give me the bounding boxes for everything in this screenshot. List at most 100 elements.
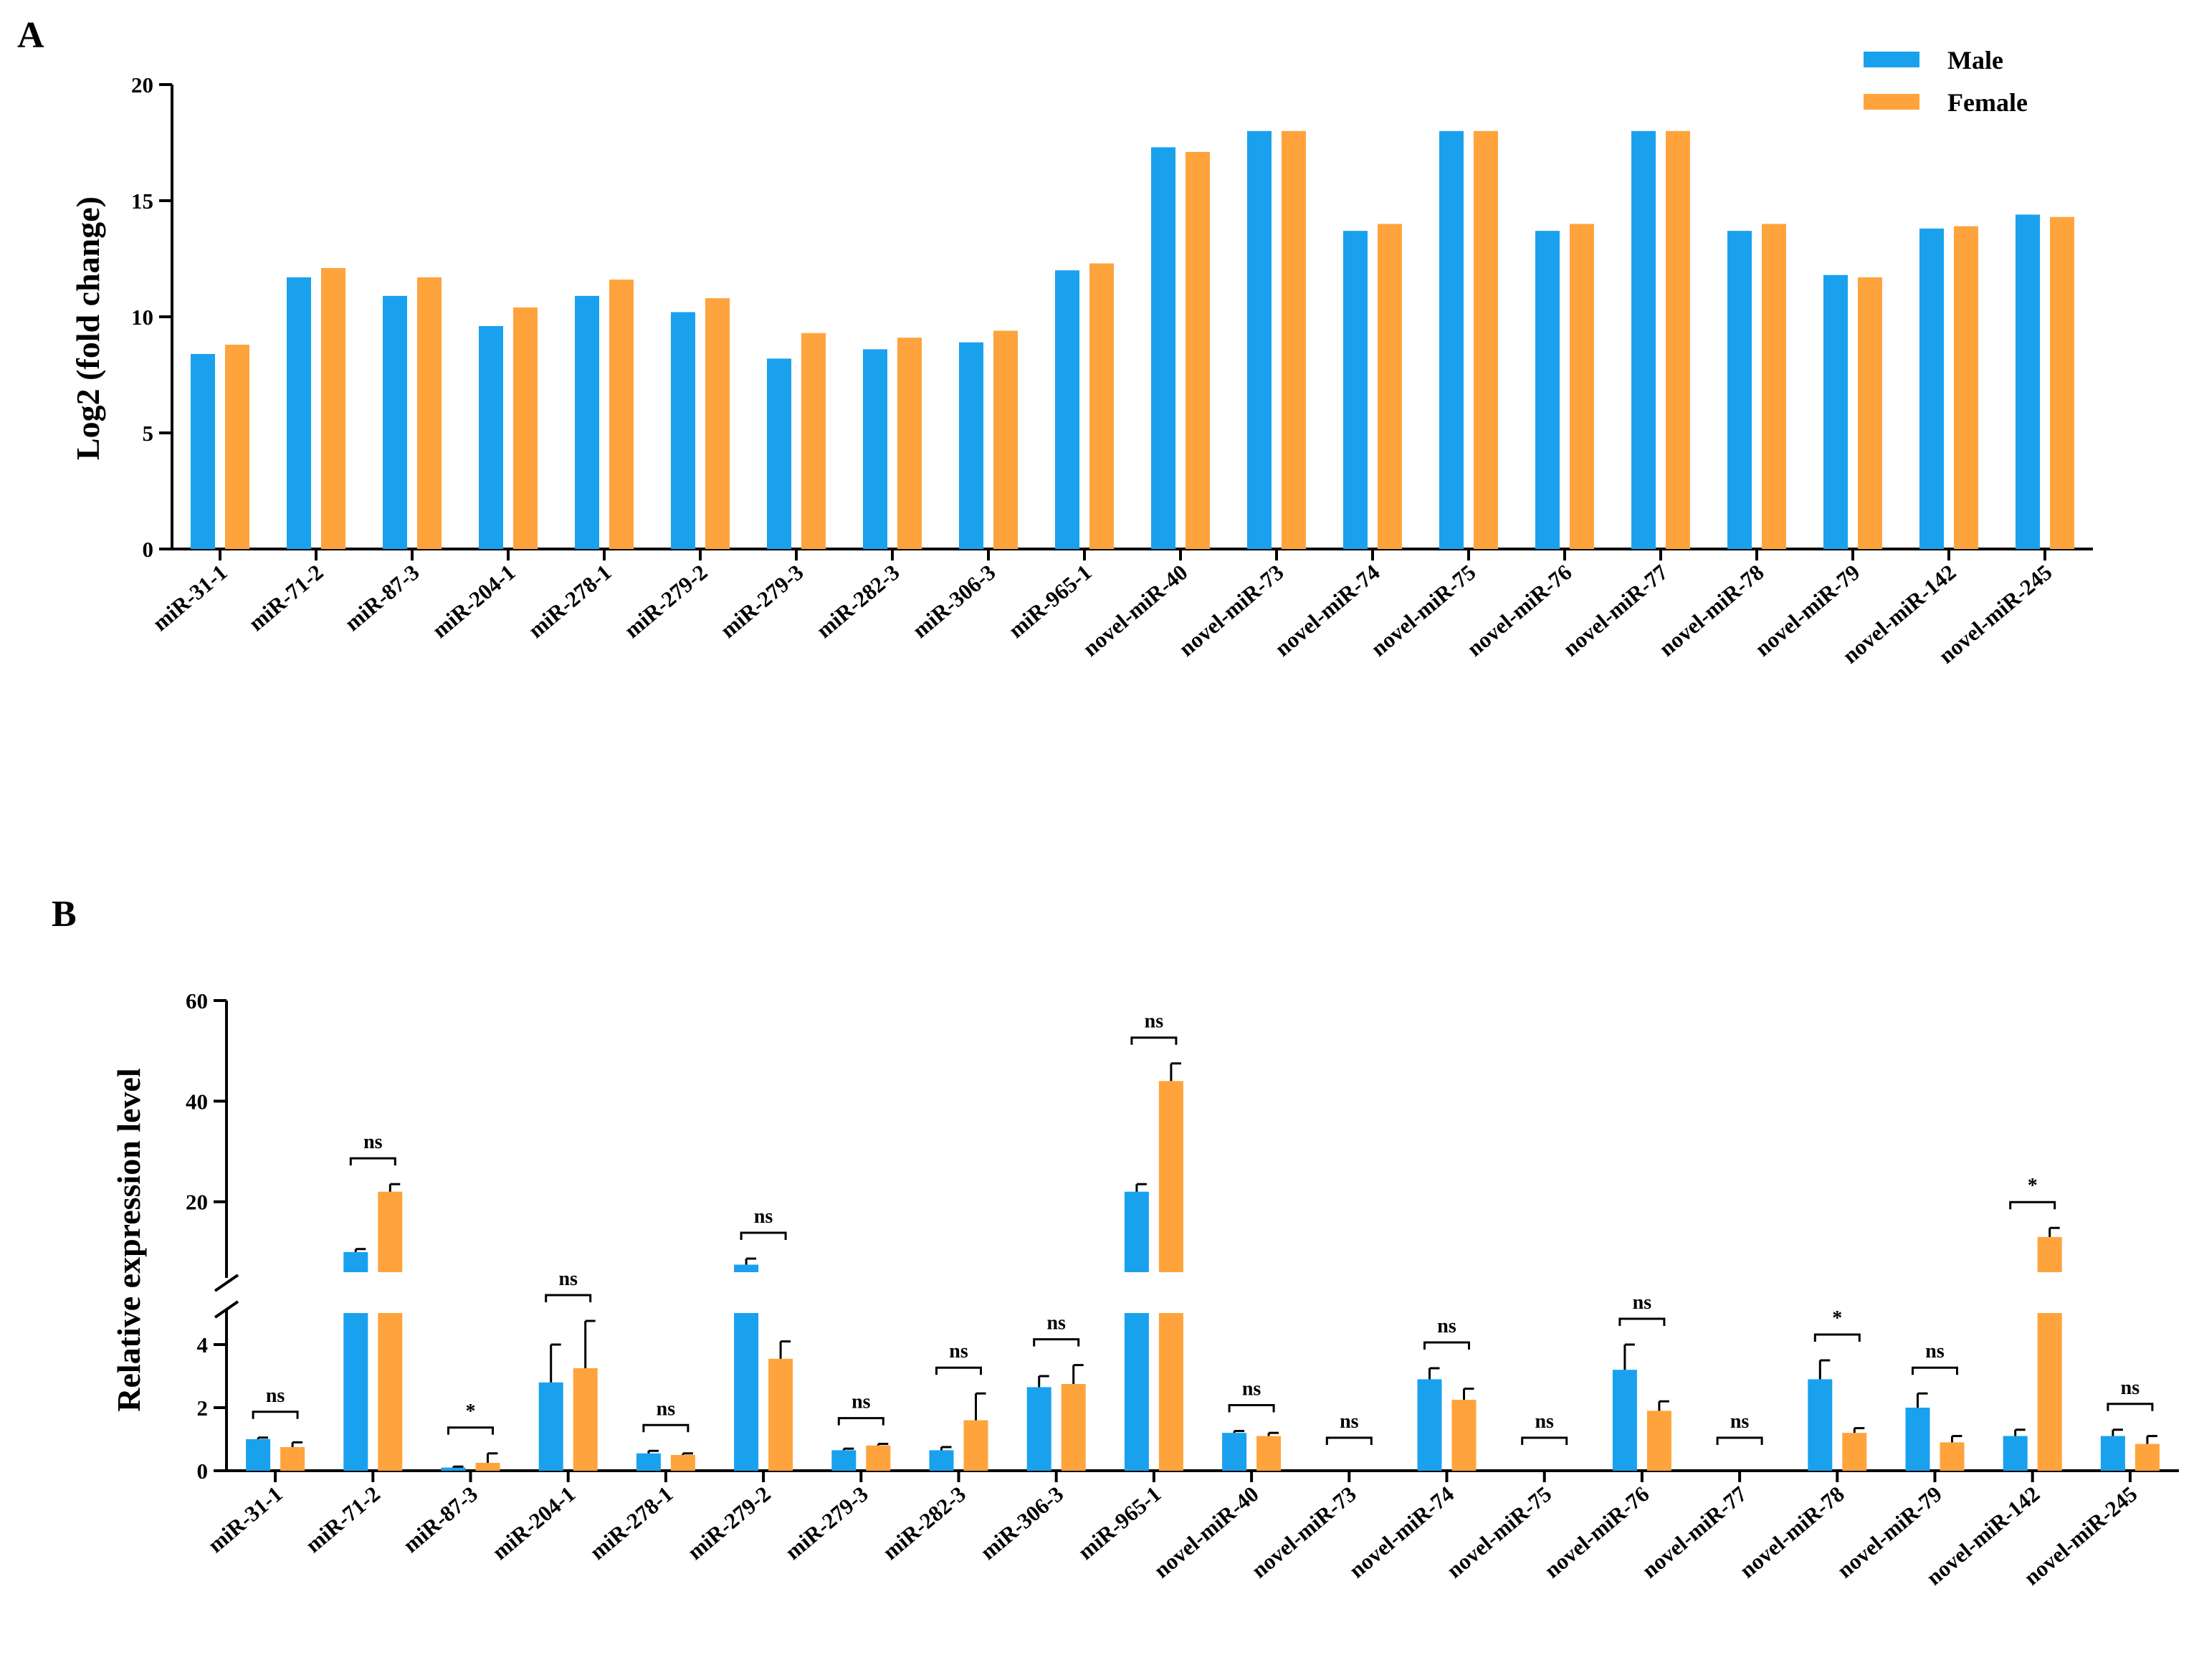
panel-b-bar-male-lower: [343, 1313, 368, 1471]
panel-b-significance-label: ns: [1046, 1312, 1066, 1335]
panel-b-y-tick-label: 0: [197, 1459, 209, 1484]
panel-a-bar-male: [1631, 130, 1656, 550]
panel-a-bar-female: [1474, 130, 1498, 550]
panel-a-bar-male: [863, 349, 887, 549]
panel-b-significance-bracket: [1521, 1436, 1568, 1445]
panel-b-significance-bracket: [837, 1417, 884, 1426]
panel-b-x-tick-label: miR-87-3: [399, 1481, 482, 1558]
panel-a-x-tick-label: miR-278-1: [523, 560, 616, 643]
panel-a-x-tick-label: miR-965-1: [1003, 560, 1096, 643]
panel-a-chart: 0 5 10 15 20 miR-31-1 miR-71-2 miR-87-3 miR-204-…: [131, 72, 2093, 668]
panel-b-significance-bracket: [1716, 1436, 1763, 1445]
panel-b-significance-bracket: [1325, 1436, 1373, 1445]
panel-b-significance-label: ns: [1242, 1378, 1261, 1400]
panel-a-bar-male: [1439, 130, 1464, 550]
panel-b-significance-label: ns: [1340, 1411, 1359, 1433]
panel-a-bar-male: [1919, 228, 1944, 549]
panel-a-bar-male: [1535, 231, 1560, 549]
panel-b-bar-female: [1451, 1400, 1477, 1471]
panel-b-bar-female-upper: [378, 1191, 403, 1272]
panel-a-bar-male: [671, 312, 695, 549]
panel-b-significance-bracket: [935, 1366, 982, 1375]
panel-a-bar-male: [383, 295, 407, 549]
panel-b-significance-label: ns: [266, 1385, 285, 1407]
panel-a-bar-male: [1823, 275, 1848, 549]
panel-b-significance-bracket: [1813, 1333, 1861, 1342]
panel-a-bar-female: [897, 338, 922, 549]
panel-b-bar-female: [1061, 1384, 1086, 1471]
panel-a-bar-female: [1954, 226, 1978, 549]
panel-b-bar-female: [475, 1463, 500, 1471]
panel-a-x-tick-label: novel-miR-74: [1270, 560, 1385, 662]
panel-b-x-tick-label: novel-miR-76: [1540, 1481, 1654, 1583]
panel-b-bar-female: [1842, 1433, 1867, 1471]
panel-a-bar-male: [1727, 231, 1752, 549]
panel-b-significance-bracket: [2107, 1403, 2154, 1411]
panel-a-bar-male: [1055, 270, 1079, 549]
panel-b-bar-female: [670, 1455, 695, 1471]
panel-b-bar-male: [1417, 1379, 1442, 1471]
panel-a-bar-female: [1762, 224, 1786, 549]
panel-b-significance-bracket: [2009, 1201, 2056, 1210]
panel-a-x-tick-label: novel-miR-40: [1078, 560, 1193, 662]
panel-a-bar-female: [1378, 224, 1402, 549]
panel-a-bar-female: [1858, 277, 1882, 549]
panel-b-bar-female: [963, 1420, 988, 1471]
panel-a-x-tick-label: miR-279-2: [619, 560, 712, 643]
panel-b-x-tick-label: miR-71-2: [300, 1481, 384, 1558]
panel-b-significance-label: ns: [2121, 1377, 2140, 1399]
panel-b-significance-label: ns: [657, 1398, 676, 1420]
legend-female-label: Female: [1947, 88, 2028, 117]
panel-b-significance-label: ns: [754, 1206, 773, 1228]
panel-b-significance-bracket: [252, 1411, 299, 1419]
panel-b-chart: 0 2 4 20 40 60 miR-31-1 ns miR-71-2 ns miR-87-3 * mi…: [186, 988, 2179, 1590]
panel-b-significance-bracket: [1618, 1317, 1666, 1326]
panel-b-bar-female: [280, 1447, 305, 1471]
panel-b-bar-male: [2100, 1436, 2125, 1471]
panel-b-bar-male-lower: [1124, 1313, 1149, 1471]
panel-a-x-tick-label: miR-279-3: [715, 560, 808, 643]
panel-b-bar-female-upper: [1158, 1081, 1183, 1272]
panel-b-x-tick-label: novel-miR-74: [1344, 1481, 1459, 1583]
legend: Male Female: [1864, 46, 2028, 117]
panel-b-significance-label: ns: [1925, 1340, 1945, 1362]
panel-b-significance-bracket: [1130, 1036, 1178, 1045]
panel-a-bar-male: [959, 342, 983, 549]
panel-a-bar-female: [225, 344, 249, 549]
panel-a-x-tick-label: miR-204-1: [427, 560, 520, 643]
panel-a-bar-male: [2016, 214, 2040, 549]
panel-b-significance-label: *: [2028, 1175, 2038, 1197]
panel-b-significance-label: ns: [1145, 1011, 1164, 1033]
panel-b-bar-female-lower: [378, 1313, 403, 1471]
panel-a-bar-female: [609, 280, 634, 549]
panel-b-label: B: [52, 894, 77, 935]
panel-b-significance-bracket: [545, 1294, 592, 1302]
panel-b-significance-bracket: [1228, 1404, 1275, 1413]
panel-a-y-axis-title: Log2 (fold change): [70, 196, 106, 460]
panel-a-x-tick-label: novel-miR-75: [1366, 560, 1481, 662]
panel-b-axis-break-mark: [214, 1300, 239, 1319]
panel-b-bar-male: [1808, 1379, 1833, 1471]
panel-b-bar-male: [929, 1450, 954, 1471]
panel-b-x-tick-label: miR-204-1: [487, 1481, 580, 1565]
panel-b-significance-label: ns: [949, 1340, 968, 1362]
panel-b-bar-female: [768, 1358, 793, 1471]
panel-a-y-tick-label: 20: [131, 72, 153, 97]
panel-b-x-tick-label: miR-282-3: [878, 1481, 970, 1565]
panel-b-x-tick-label: miR-279-2: [682, 1481, 775, 1565]
panel-b-significance-label: ns: [852, 1391, 871, 1413]
panel-b-significance-bracket: [447, 1426, 494, 1435]
panel-b-bar-female: [1940, 1442, 1965, 1471]
panel-a-x-tick-label: miR-31-1: [148, 560, 232, 636]
panel-b-y-tick-label: 20: [186, 1190, 208, 1215]
panel-b-bar-male: [636, 1453, 661, 1471]
panel-a-bar-male: [191, 353, 215, 549]
panel-b-bar-male: [1612, 1370, 1637, 1471]
panel-b-bar-male-upper: [734, 1264, 759, 1272]
panel-a-bar-male: [575, 295, 599, 549]
panel-b-bar-female-lower: [2037, 1313, 2062, 1471]
panel-b-bar-male: [831, 1450, 857, 1471]
panel-a-x-tick-label: miR-306-3: [907, 560, 1000, 643]
panel-b-significance-label: *: [1832, 1307, 1842, 1330]
